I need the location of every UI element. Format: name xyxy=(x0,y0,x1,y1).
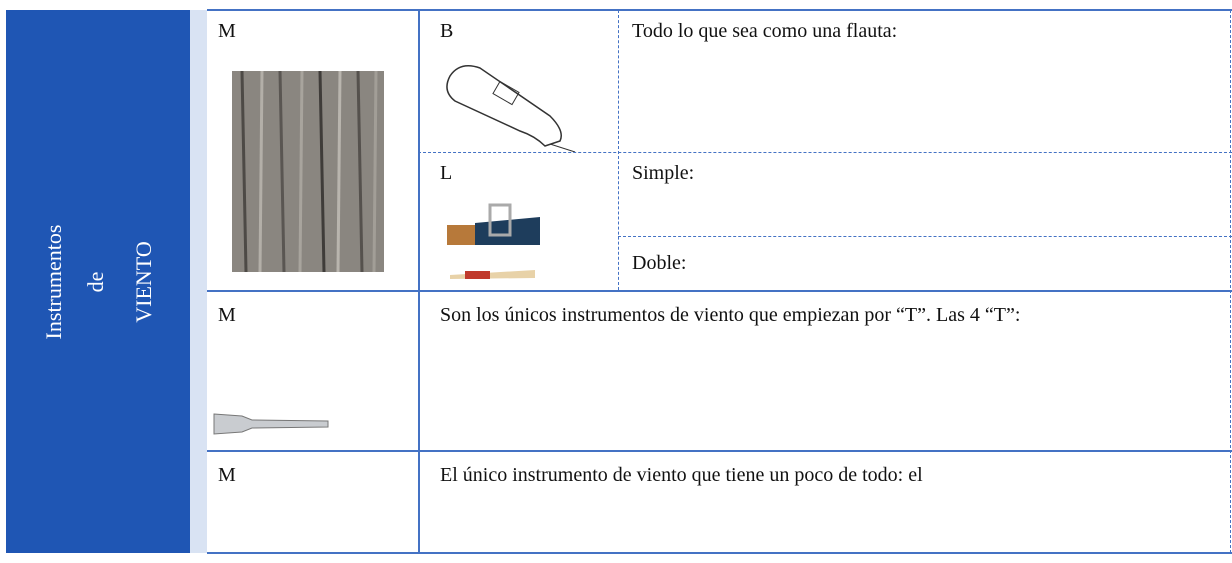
cell-letter: M xyxy=(218,304,236,326)
border xyxy=(618,10,619,290)
reed-image xyxy=(447,203,540,279)
border xyxy=(207,9,1232,11)
border xyxy=(207,290,1232,292)
border xyxy=(618,236,1232,237)
side-band xyxy=(6,10,190,553)
border xyxy=(1230,10,1231,553)
cell-letter: M xyxy=(218,464,236,486)
side-text: Instrumentos xyxy=(41,225,66,340)
cell-text: El único instrumento de viento que tiene… xyxy=(440,464,923,486)
cell-letter: M xyxy=(218,20,236,42)
wood-image xyxy=(232,71,384,272)
mouthpiece-image xyxy=(446,65,576,152)
cell-letter: B xyxy=(440,20,454,42)
border xyxy=(207,552,1232,554)
border xyxy=(207,450,1232,452)
side-stripe xyxy=(190,10,207,553)
side-text: de xyxy=(83,272,108,293)
side-label: Instrumentos de VIENTO xyxy=(41,225,156,340)
trumpet-mouthpiece-image xyxy=(213,413,329,435)
cell-text: Simple: xyxy=(632,162,695,184)
border xyxy=(418,152,1232,153)
border xyxy=(418,10,420,553)
cell-letter: L xyxy=(440,162,453,184)
cell-text: Doble: xyxy=(632,252,687,274)
side-text: VIENTO xyxy=(131,241,156,322)
cell-text: Son los únicos instrumentos de viento qu… xyxy=(440,304,1021,326)
cell-text: Todo lo que sea como una flauta: xyxy=(632,20,898,42)
